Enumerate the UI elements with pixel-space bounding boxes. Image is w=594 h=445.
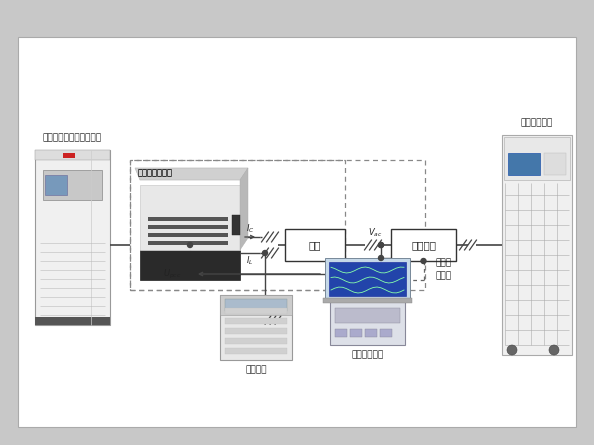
Bar	[225, 348, 287, 354]
Text: 交流负载: 交流负载	[245, 365, 267, 375]
Bar	[335, 329, 347, 337]
Circle shape	[188, 243, 192, 247]
Bar	[130, 160, 425, 290]
Polygon shape	[240, 168, 248, 250]
Text: 解列开关: 解列开关	[411, 240, 436, 250]
Text: $I_C$: $I_C$	[246, 223, 254, 235]
Bar	[285, 229, 345, 261]
Text: 开关动: 开关动	[435, 258, 451, 267]
Bar	[380, 329, 392, 337]
Text: 测量采集装置: 测量采集装置	[352, 351, 384, 360]
Circle shape	[549, 345, 559, 355]
Bar	[323, 298, 412, 303]
Bar	[225, 318, 287, 324]
Bar	[35, 150, 110, 160]
Text: $U_{pcc}$: $U_{pcc}$	[163, 267, 181, 280]
Bar	[502, 135, 572, 355]
Bar	[220, 295, 292, 315]
Bar	[130, 160, 345, 290]
Bar	[148, 225, 228, 229]
Text: 电池模拟装置或直流电源: 电池模拟装置或直流电源	[43, 134, 102, 142]
Bar	[35, 317, 110, 325]
Circle shape	[263, 251, 267, 255]
Text: 作信号: 作信号	[435, 271, 451, 280]
Text: $I_L$: $I_L$	[247, 255, 254, 267]
Text: 逆变器或变流器: 逆变器或变流器	[138, 168, 173, 177]
Bar	[140, 250, 240, 280]
Bar	[350, 329, 362, 337]
Bar	[225, 299, 287, 311]
Bar	[544, 153, 566, 175]
Bar	[335, 308, 400, 323]
Text: $V_{ac}$: $V_{ac}$	[368, 227, 382, 239]
Polygon shape	[135, 168, 248, 180]
Bar	[365, 329, 377, 337]
Circle shape	[421, 259, 426, 263]
Bar	[325, 258, 410, 300]
Text: 电网模拟装置: 电网模拟装置	[521, 118, 553, 128]
Text: 开关: 开关	[309, 240, 321, 250]
Bar	[63, 153, 75, 158]
Bar	[225, 338, 287, 344]
Bar	[220, 295, 292, 360]
Bar	[225, 328, 287, 334]
Circle shape	[378, 255, 384, 260]
Bar	[504, 137, 570, 180]
Bar	[508, 153, 540, 175]
Bar	[140, 185, 240, 250]
Bar	[225, 308, 287, 314]
Bar	[391, 229, 456, 261]
Bar	[18, 37, 576, 427]
Bar	[330, 300, 405, 345]
Bar	[329, 262, 406, 296]
Bar	[232, 215, 240, 235]
Circle shape	[378, 243, 384, 247]
Bar	[148, 241, 228, 245]
Bar	[35, 150, 110, 325]
Bar	[45, 175, 67, 195]
Bar	[148, 217, 228, 221]
Bar	[148, 233, 228, 237]
Circle shape	[378, 243, 384, 247]
Circle shape	[507, 345, 517, 355]
Text: 逆变器或变流器: 逆变器或变流器	[138, 168, 173, 177]
Bar	[43, 170, 102, 200]
